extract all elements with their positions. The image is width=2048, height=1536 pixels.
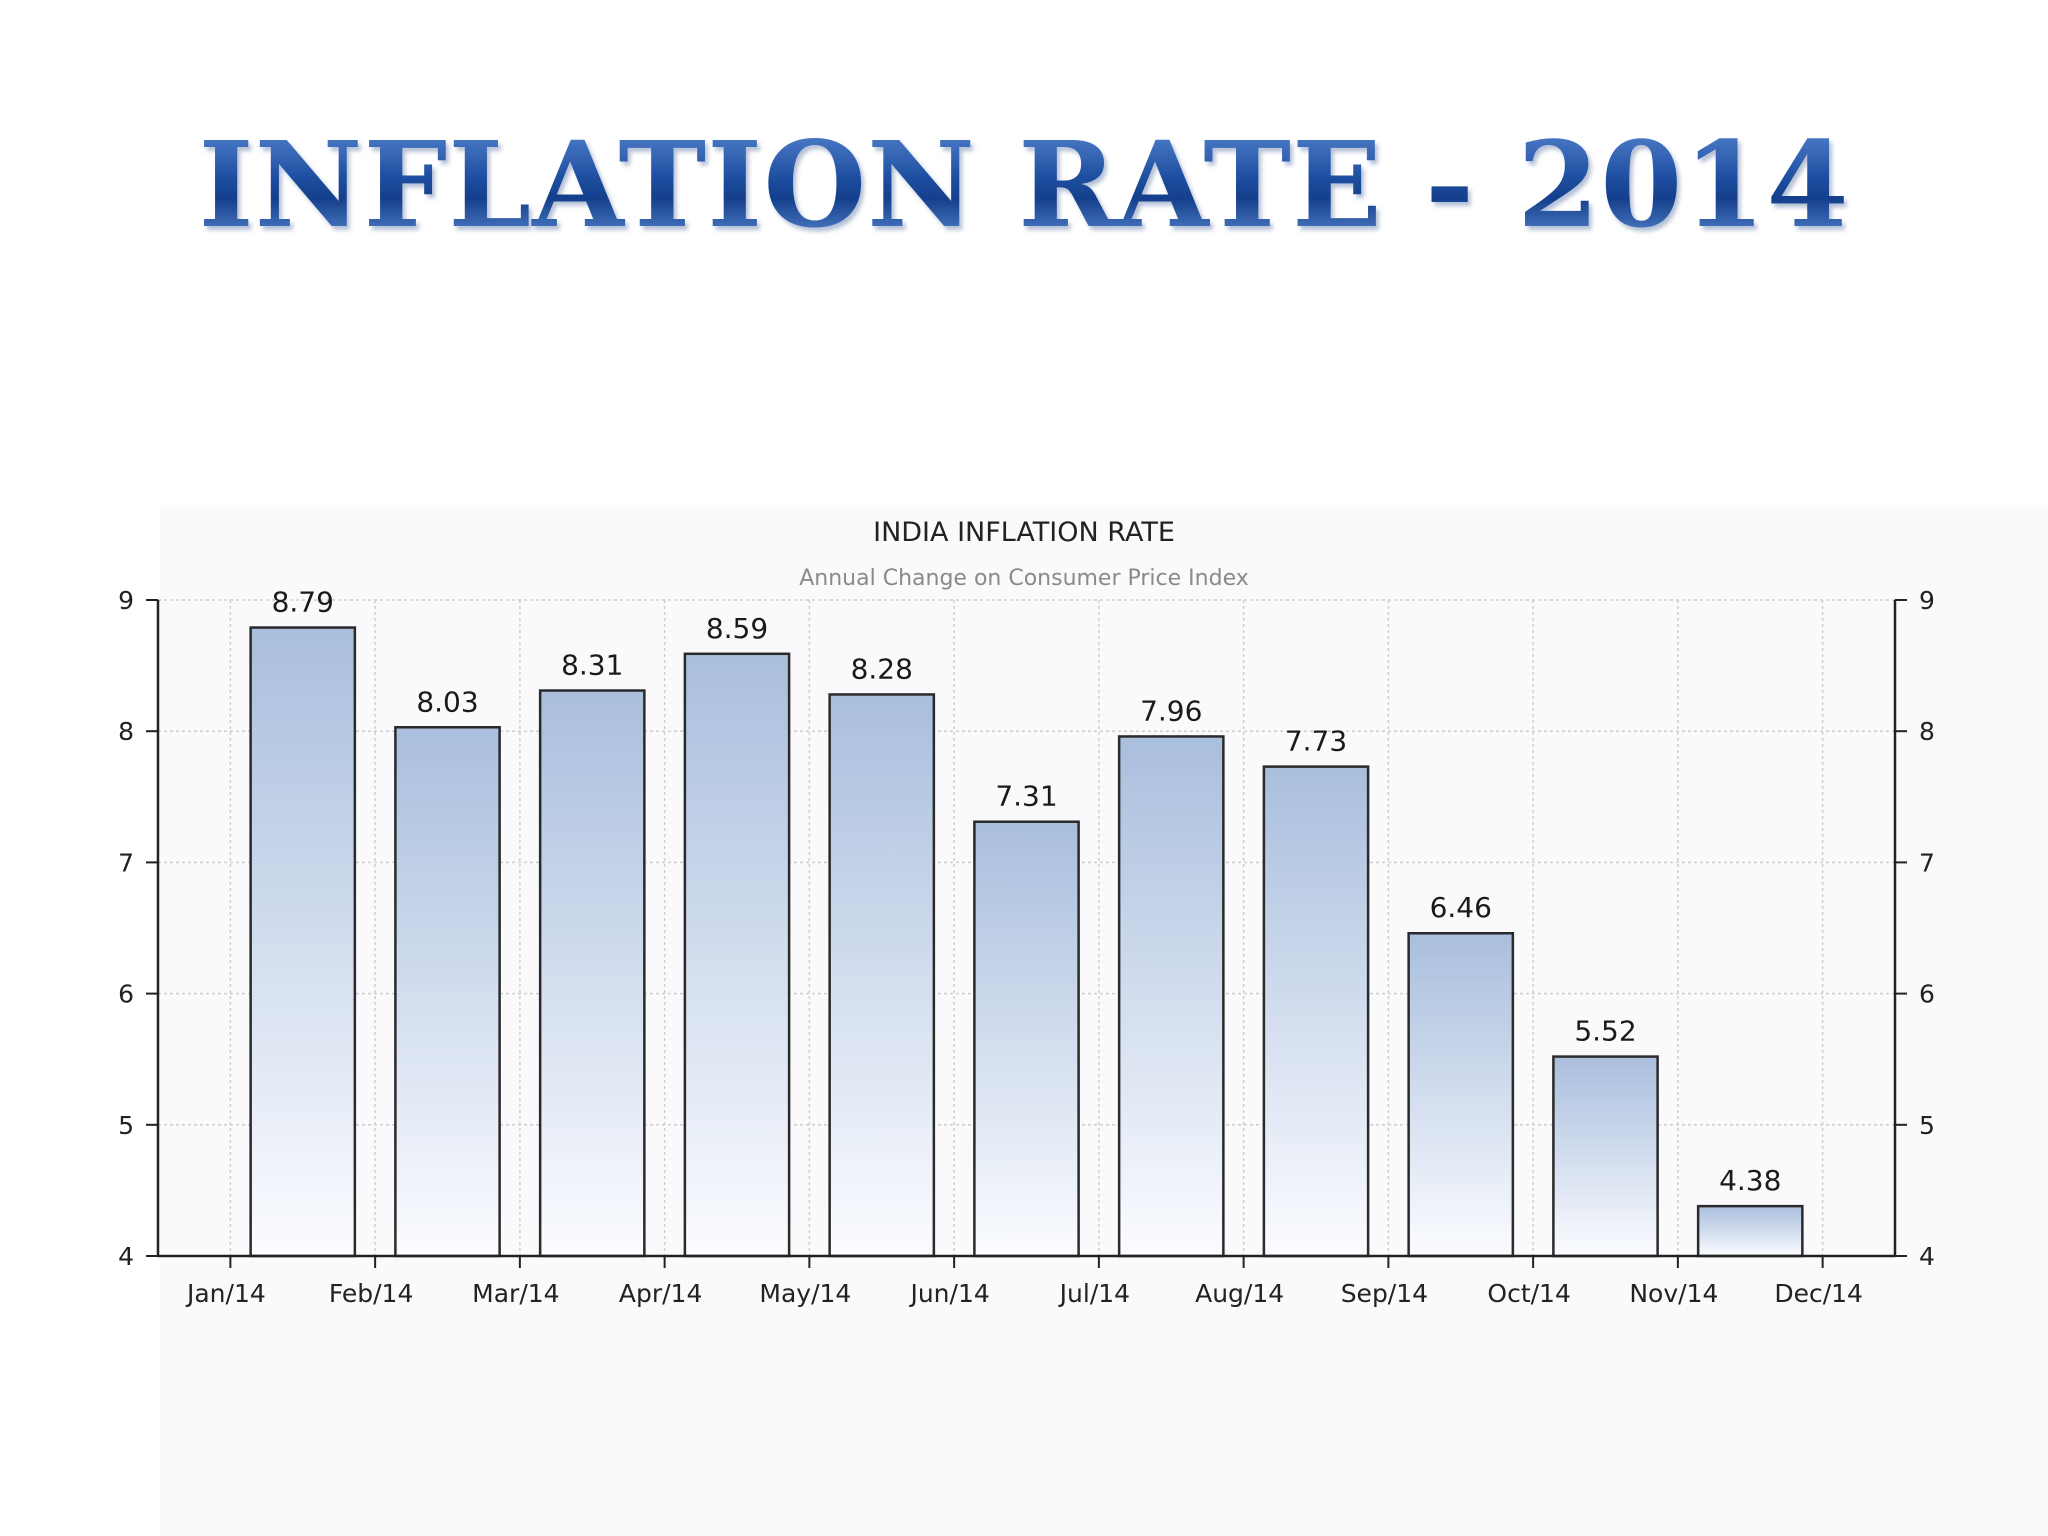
- chart-title: INDIA INFLATION RATE: [873, 517, 1175, 548]
- y-tick-label-right: 5: [1919, 1111, 1935, 1140]
- x-tick-label: May/14: [759, 1279, 851, 1308]
- x-tick-label: Aug/14: [1195, 1279, 1284, 1308]
- data-label: 8.03: [416, 685, 478, 718]
- bar-may-14: [828, 693, 936, 1258]
- bar-apr-14: [683, 652, 791, 1258]
- slide-title: INFLATION RATE - 2014: [0, 115, 2048, 254]
- y-tick-label-left: 4: [118, 1242, 134, 1271]
- x-tick-label: Oct/14: [1487, 1279, 1570, 1308]
- x-tick-label: Jan/14: [185, 1279, 266, 1308]
- data-label: 8.28: [851, 652, 913, 685]
- bar-aug-14: [1262, 765, 1370, 1258]
- bar-jan-14: [249, 626, 357, 1258]
- bar-jun-14: [973, 820, 1080, 1258]
- bar-oct-14: [1552, 1055, 1659, 1258]
- data-label: 5.52: [1574, 1015, 1636, 1048]
- bars: [249, 626, 1804, 1258]
- x-tick-label: Mar/14: [472, 1279, 559, 1308]
- y-tick-label-left: 8: [118, 717, 134, 746]
- data-label: 6.46: [1430, 891, 1492, 924]
- x-tick-label: Feb/14: [329, 1279, 414, 1308]
- x-tick-label: Sep/14: [1341, 1279, 1428, 1308]
- y-tick-label-right: 7: [1919, 848, 1935, 877]
- x-tick-label: Jun/14: [908, 1279, 989, 1308]
- data-label: 8.59: [706, 612, 768, 645]
- bar-mar-14: [538, 689, 646, 1258]
- y-tick-label-right: 6: [1919, 980, 1935, 1009]
- y-tick-label-left: 6: [118, 980, 134, 1009]
- data-label: 7.73: [1285, 725, 1347, 758]
- chart-subtitle: Annual Change on Consumer Price Index: [799, 566, 1249, 591]
- bar-feb-14: [394, 726, 501, 1258]
- bar-jul-14: [1117, 735, 1225, 1258]
- bar-nov-14: [1696, 1204, 1804, 1258]
- x-tick-label: Dec/14: [1774, 1279, 1863, 1308]
- y-tick-label-left: 7: [118, 848, 134, 877]
- x-tick-label: Apr/14: [619, 1279, 702, 1308]
- y-tick-label-right: 8: [1919, 717, 1935, 746]
- bar-sep-14: [1407, 931, 1515, 1258]
- data-label: 8.31: [561, 649, 623, 682]
- y-tick-label-left: 5: [118, 1111, 134, 1140]
- y-tick-label-right: 4: [1919, 1242, 1935, 1271]
- data-labels: 8.79 8.03 8.31 8.59 8.28 7.31 7.96 7.73 6.46 5.52…: [272, 586, 1782, 1198]
- data-label: 8.79: [272, 586, 334, 619]
- y-tick-label-right: 9: [1919, 586, 1935, 615]
- x-tick-label: Jul/14: [1058, 1279, 1130, 1308]
- axes: 4 4 5 5 6 6 7 7 8 8 9 9 Jan/14 Feb/14 Mar/14 Apr/14 May/…: [118, 586, 1935, 1308]
- y-tick-label-left: 9: [118, 586, 134, 615]
- data-label: 7.96: [1140, 694, 1202, 727]
- data-label: 4.38: [1719, 1164, 1781, 1197]
- data-label: 7.31: [995, 780, 1057, 813]
- x-tick-label: Nov/14: [1629, 1279, 1718, 1308]
